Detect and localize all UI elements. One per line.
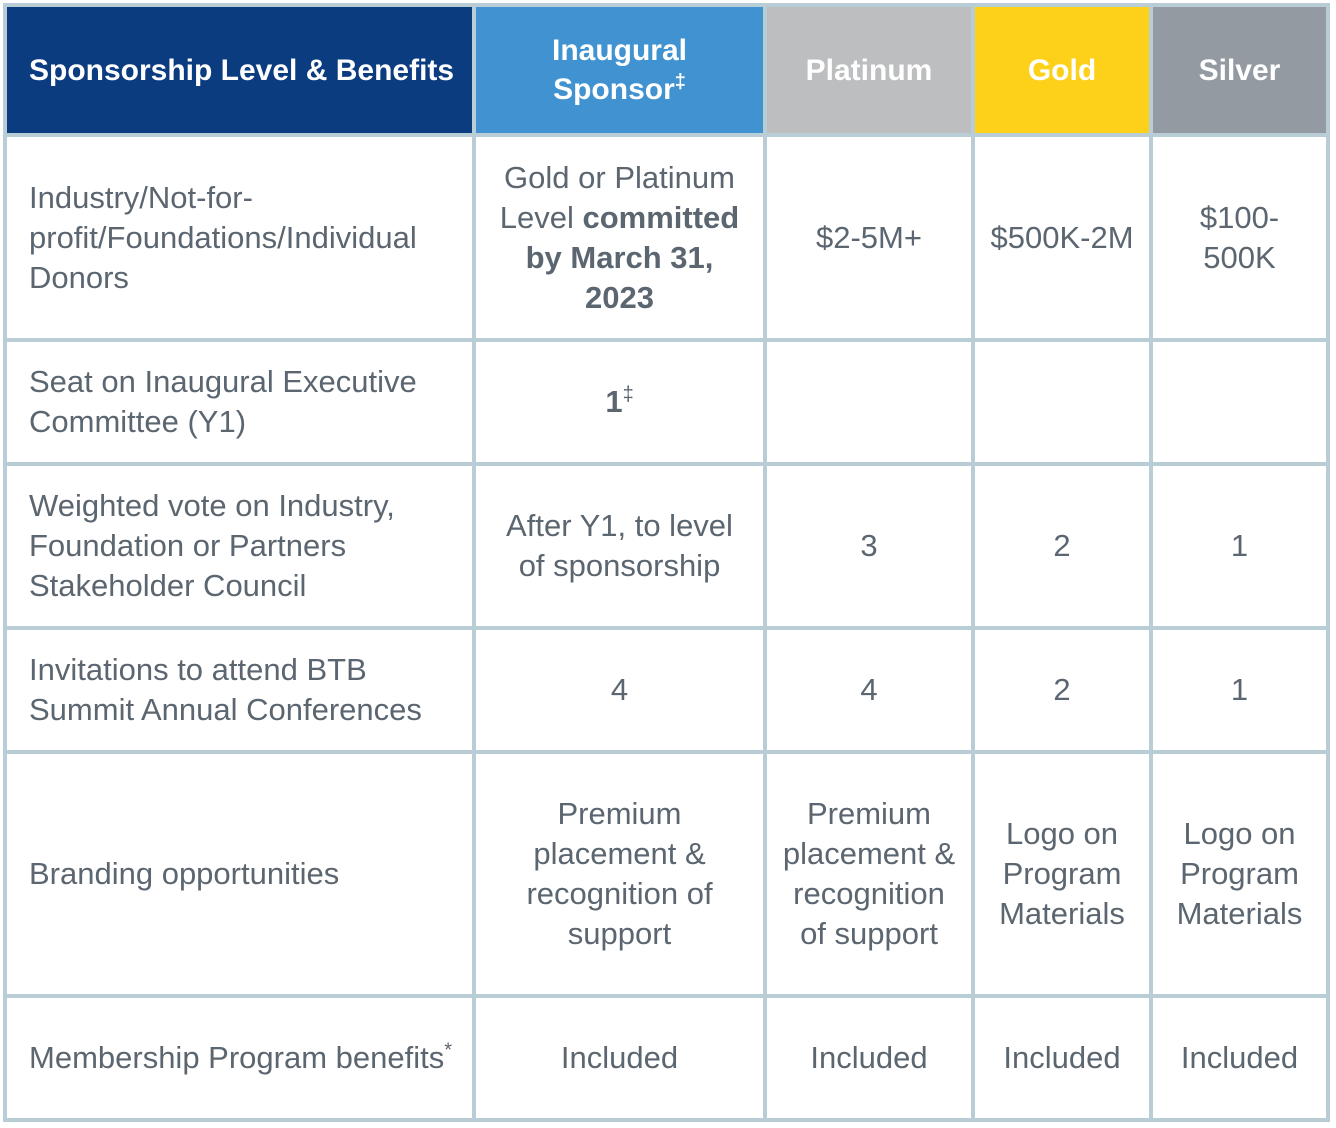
row-label-cell: Invitations to attend BTB Summit Annual …	[3, 626, 476, 754]
table-cell: 1	[1149, 462, 1330, 630]
cell-text: Included	[1180, 1040, 1299, 1075]
table-cell: Premium placement & recognition of suppo…	[472, 750, 767, 998]
header-cell: Inaugural Sponsor‡	[472, 3, 767, 137]
table-cell: $2-5M+	[763, 133, 975, 342]
row-label-cell: Branding opportunities	[3, 750, 476, 998]
cell-text: Included	[560, 1040, 679, 1075]
table-cell: 4	[472, 626, 767, 754]
cell-text: Invitations to attend BTB Summit Annual …	[29, 652, 422, 727]
cell-text: 4	[860, 672, 878, 707]
cell-text: Logo on Program Materials	[1176, 816, 1303, 931]
table-cell: 2	[971, 462, 1153, 630]
header-cell: Gold	[971, 3, 1153, 137]
table-cell	[971, 338, 1153, 466]
cell-text: Premium placement & recognition of suppo…	[782, 796, 956, 951]
cell-text: Silver	[1198, 53, 1281, 87]
table-row: Invitations to attend BTB Summit Annual …	[3, 626, 1330, 754]
cell-text: 2	[1053, 528, 1071, 563]
table-cell: After Y1, to level of sponsorship	[472, 462, 767, 630]
cell-footnote-mark: *	[444, 1039, 453, 1062]
table-body: Industry/Not-for-profit/Foundations/Indi…	[3, 133, 1330, 1122]
table-cell: Included	[763, 994, 975, 1122]
table-cell: Gold or Platinum Level committed by Marc…	[472, 133, 767, 342]
cell-text: Branding opportunities	[29, 856, 340, 891]
table-row: Seat on Inaugural Executive Committee (Y…	[3, 338, 1330, 466]
row-label-cell: Membership Program benefits*	[3, 994, 476, 1122]
table-cell: Premium placement & recognition of suppo…	[763, 750, 975, 998]
header-row: Sponsorship Level & Benefits Inaugural Sp…	[3, 3, 1330, 137]
cell-text: Inaugural Sponsor	[551, 34, 687, 106]
cell-footnote-mark: ‡	[674, 71, 686, 93]
cell-text: Included	[1003, 1040, 1121, 1075]
table-cell: Logo on Program Materials	[971, 750, 1153, 998]
cell-text: Membership Program benefits	[29, 1040, 445, 1075]
cell-text: Industry/Not-for-profit/Foundations/Indi…	[29, 179, 417, 295]
cell-text: 4	[610, 672, 629, 707]
cell-text: $500K-2M	[990, 219, 1134, 255]
table-cell: Included	[971, 994, 1153, 1122]
table-row: Industry/Not-for-profit/Foundations/Indi…	[3, 133, 1330, 342]
table-cell: Included	[1149, 994, 1330, 1122]
row-label-cell: Weighted vote on Industry, Foundation or…	[3, 462, 476, 630]
header-cell: Sponsorship Level & Benefits	[3, 3, 476, 137]
cell-text: After Y1, to level of sponsorship	[506, 508, 733, 583]
table-row: Membership Program benefits* Included Incl…	[3, 994, 1330, 1122]
table-cell: 4	[763, 626, 975, 754]
cell-bold-text: 1	[605, 384, 623, 419]
table-cell: 2	[971, 626, 1153, 754]
cell-text: Premium placement & recognition of suppo…	[526, 796, 713, 951]
header-cell: Platinum	[763, 3, 975, 137]
cell-text: Gold or Platinum Level	[499, 159, 735, 235]
cell-text: 2	[1053, 672, 1071, 707]
cell-text: Seat on Inaugural Executive Committee (Y…	[29, 364, 417, 439]
cell-text: 1	[1230, 528, 1249, 563]
table-cell: Included	[472, 994, 767, 1122]
table-header: Sponsorship Level & Benefits Inaugural Sp…	[3, 3, 1330, 137]
table-cell: 1	[1149, 626, 1330, 754]
table-cell: $100-500K	[1149, 133, 1330, 342]
header-cell: Silver	[1149, 3, 1330, 137]
table-cell: 3	[763, 462, 975, 630]
table-row: Weighted vote on Industry, Foundation or…	[3, 462, 1330, 630]
table-cell: 1‡	[472, 338, 767, 466]
cell-bold-text: committed by March 31, 2023	[525, 199, 740, 315]
table-cell	[763, 338, 975, 466]
table-cell: $500K-2M	[971, 133, 1153, 342]
row-label-cell: Seat on Inaugural Executive Committee (Y…	[3, 338, 476, 466]
cell-text: Sponsorship Level & Benefits	[29, 53, 455, 87]
cell-text: Logo on Program Materials	[999, 816, 1125, 931]
row-label-cell: Industry/Not-for-profit/Foundations/Indi…	[3, 133, 476, 342]
cell-text: Platinum	[805, 53, 933, 87]
cell-text: 1	[1230, 672, 1249, 707]
cell-text: Weighted vote on Industry, Foundation or…	[29, 488, 395, 603]
cell-footnote-mark: ‡	[622, 383, 634, 406]
cell-text: Gold	[1027, 53, 1097, 87]
sponsorship-table: Sponsorship Level & Benefits Inaugural Sp…	[3, 3, 1330, 1122]
table-cell: Logo on Program Materials	[1149, 750, 1330, 998]
cell-text: Included	[810, 1040, 928, 1075]
table-row: Branding opportunities Premium placement …	[3, 750, 1330, 998]
table-cell	[1149, 338, 1330, 466]
cell-text: 3	[860, 528, 878, 563]
cell-text: $100-500K	[1199, 199, 1280, 275]
cell-text: $2-5M+	[816, 219, 922, 255]
